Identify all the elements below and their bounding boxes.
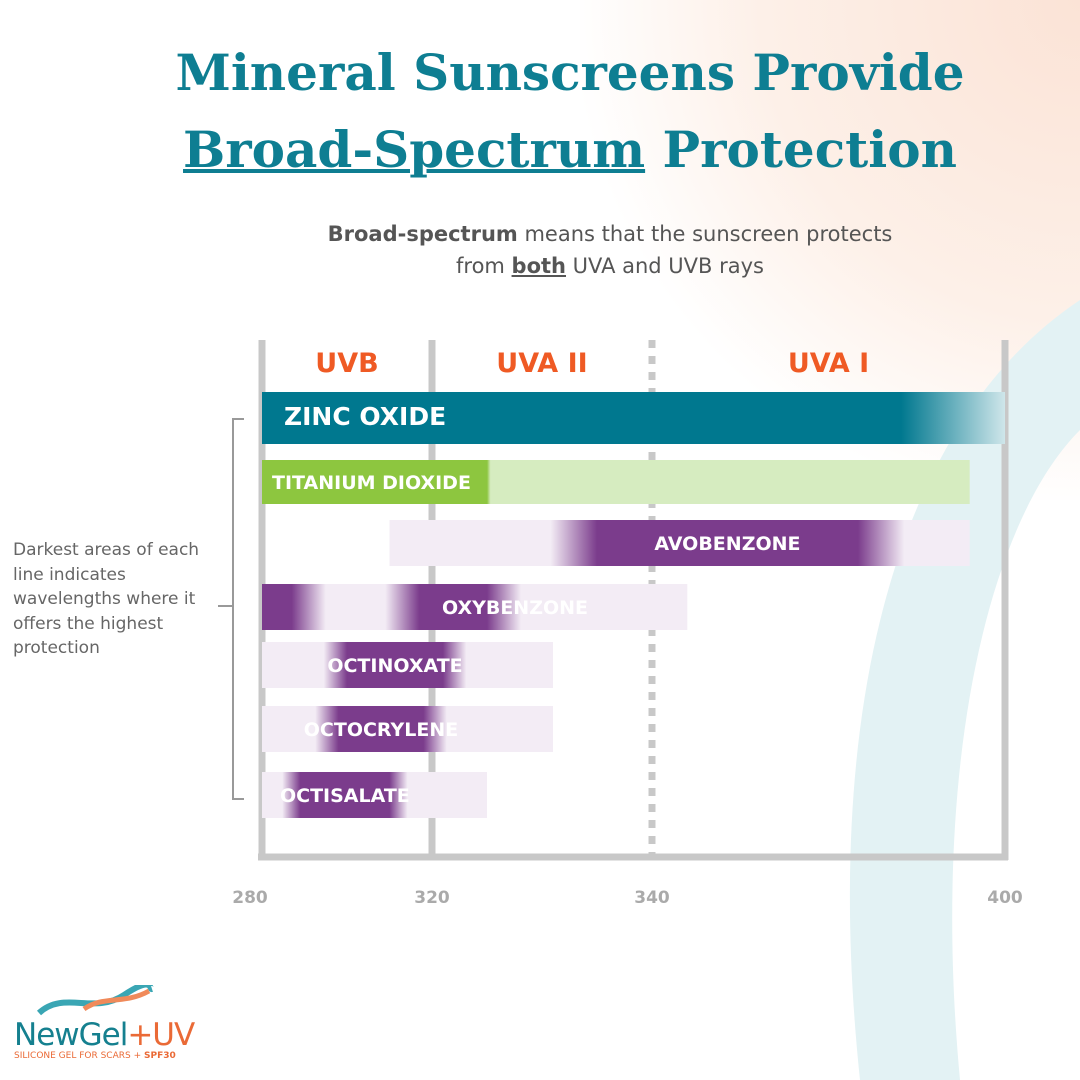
bar-label: OXYBENZONE — [442, 597, 588, 619]
logo: NewGel+UV SILICONE GEL FOR SCARS + SPF30 — [14, 985, 234, 1061]
x-tick-label: 400 — [987, 888, 1023, 908]
bar-octocrylene — [262, 706, 553, 752]
bar-label: OCTINOXATE — [327, 655, 462, 677]
logo-wave-icon — [36, 985, 154, 1016]
x-tick-label: 340 — [634, 888, 670, 908]
region-label: UVA II — [496, 348, 587, 379]
chart-note: Darkest areas of each line indicates wav… — [13, 540, 200, 658]
region-label: UVB — [315, 348, 378, 379]
page-title: Mineral Sunscreens Provide Broad-Spectrum… — [175, 43, 965, 179]
subtitle: Broad-spectrum means that the sunscreen … — [327, 222, 893, 278]
bar-octisalate — [262, 772, 487, 818]
bar-label: OCTOCRYLENE — [304, 719, 458, 741]
region-label: UVA I — [788, 348, 869, 379]
bar-label: OCTISALATE — [280, 785, 410, 807]
bar-oxybenzone — [262, 584, 688, 630]
x-tick-label: 280 — [232, 888, 268, 908]
bracket — [232, 418, 244, 800]
bar-octinoxate — [262, 642, 553, 688]
bar-label: AVOBENZONE — [654, 533, 800, 555]
bracket-tick — [218, 605, 232, 607]
x-tick-label: 320 — [414, 888, 450, 908]
bar-label: ZINC OXIDE — [284, 402, 446, 431]
background-arc — [849, 300, 1080, 1080]
bar-avobenzone — [389, 520, 970, 566]
bar-titanium-dioxide — [262, 460, 970, 504]
bar-label: TITANIUM DIOXIDE — [272, 472, 471, 494]
bar-zinc-oxide — [262, 392, 1005, 444]
